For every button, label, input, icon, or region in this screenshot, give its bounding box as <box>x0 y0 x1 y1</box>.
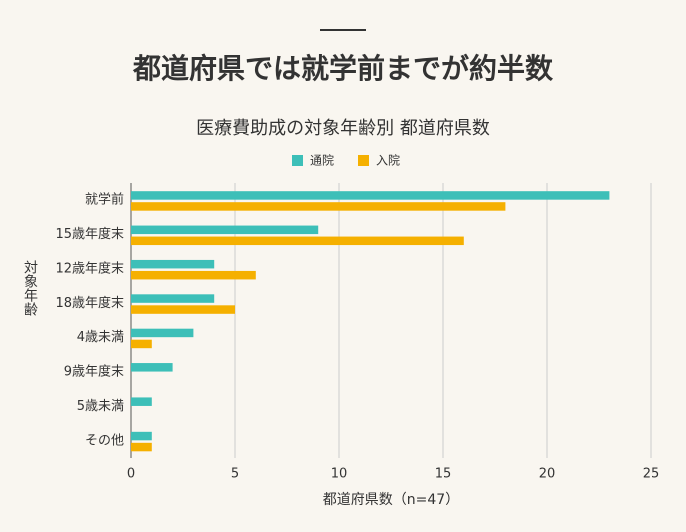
legend-label: 通院 <box>310 154 334 168</box>
y-tick-label: 就学前 <box>85 192 124 208</box>
x-tick-label: 25 <box>643 467 660 482</box>
bar <box>131 363 173 372</box>
bar <box>131 236 464 246</box>
x-tick-label: 10 <box>331 467 348 482</box>
bar <box>131 202 506 211</box>
x-tick-label: 15 <box>435 467 452 482</box>
y-tick-label: 4歳未満 <box>77 330 124 345</box>
y-tick-label: 5歳未満 <box>77 399 124 414</box>
bar <box>131 328 194 338</box>
x-tick-label: 5 <box>231 467 239 482</box>
legend-swatch <box>358 155 369 166</box>
legend-swatch <box>292 155 303 166</box>
bar <box>131 305 235 314</box>
y-tick-label: 12歳年度末 <box>55 260 124 276</box>
bar <box>131 339 152 349</box>
legend-label: 入院 <box>376 154 400 168</box>
bar <box>131 225 319 235</box>
x-axis-label: 都道府県数（n=47） <box>323 492 459 508</box>
x-tick-label: 20 <box>539 467 556 482</box>
y-axis-label: 対象年齢 <box>22 260 38 316</box>
y-tick-label: 18歳年度末 <box>55 295 124 311</box>
chart-title: 医療費助成の対象年齢別 都道府県数 <box>196 118 490 139</box>
bar <box>131 294 215 303</box>
bar <box>131 191 610 200</box>
headline: 都道府県では就学前までが約半数 <box>132 52 554 85</box>
x-tick-label: 0 <box>127 467 135 482</box>
bar <box>131 442 152 452</box>
y-tick-label: 15歳年度末 <box>55 226 124 242</box>
bar <box>131 270 256 280</box>
y-tick-label: 9歳年度末 <box>64 364 124 380</box>
y-tick-label: その他 <box>85 433 124 448</box>
bar <box>131 259 215 269</box>
bar <box>131 397 152 406</box>
bar <box>131 431 152 441</box>
